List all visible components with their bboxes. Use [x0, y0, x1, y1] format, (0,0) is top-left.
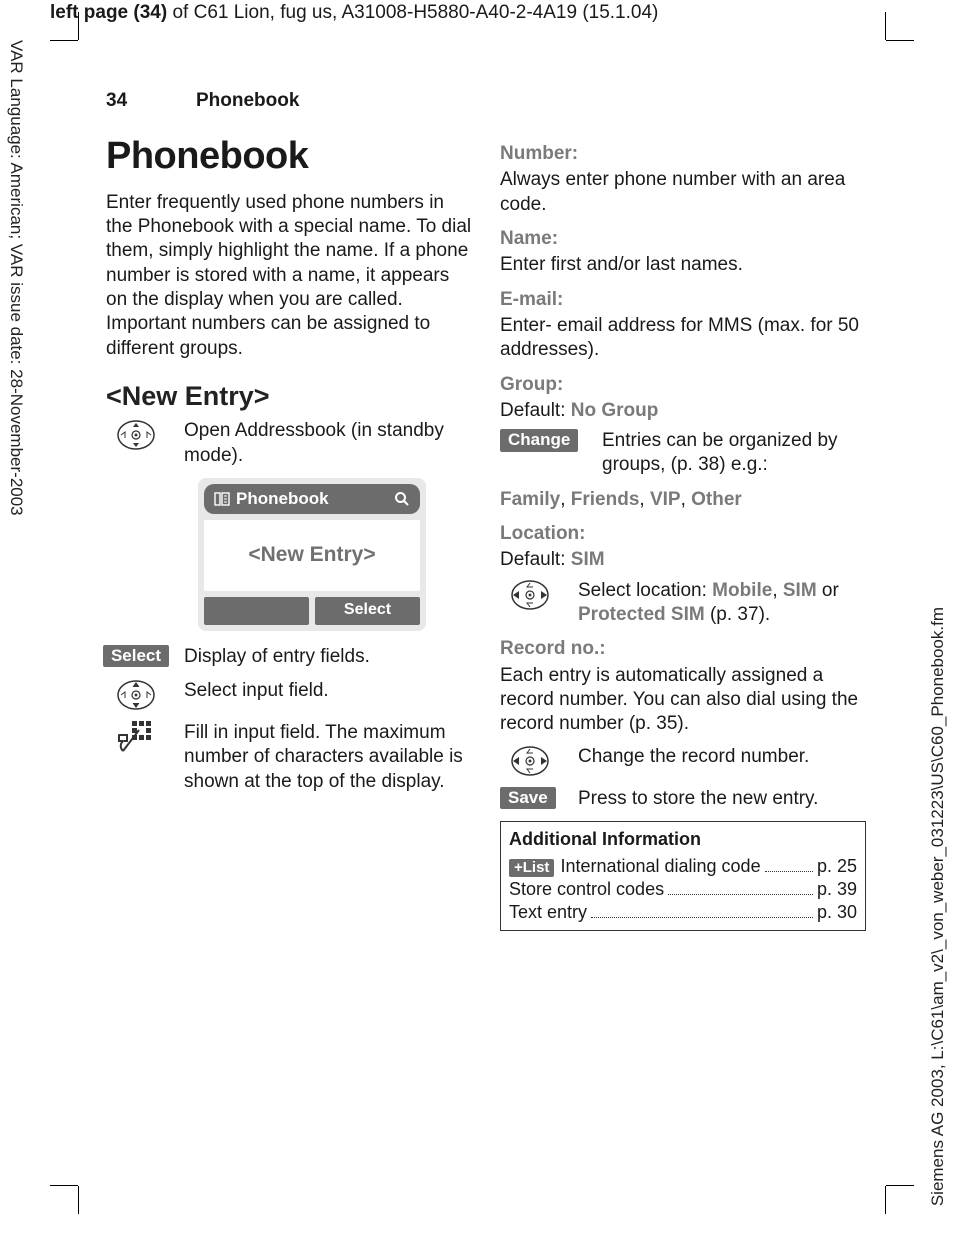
crop-mark	[885, 1186, 886, 1214]
search-icon	[394, 491, 410, 507]
leader-dots	[668, 894, 813, 895]
crop-mark	[50, 40, 78, 41]
group-friends: Friends	[571, 489, 640, 510]
side-note-left: VAR Language: American; VAR issue date: …	[6, 40, 26, 516]
phone-softkeys: . Select	[204, 597, 420, 625]
group-vip: VIP	[650, 489, 681, 510]
addbox-row-control: Store control codes p. 39	[509, 878, 857, 901]
step-text: Press to store the new entry.	[578, 787, 866, 811]
step-change: Change Entries can be organized by group…	[500, 429, 866, 478]
page-title: Phonebook	[106, 132, 472, 181]
row-page: p. 30	[817, 901, 857, 924]
groups-list: Family, Friends, VIP, Other	[500, 488, 866, 512]
loc-mobile: Mobile	[712, 580, 772, 601]
additional-info-box: Additional Information +List Internationa…	[500, 821, 866, 931]
top-meta-rest: of C61 Lion, fug us, A31008-H5880-A40-2-…	[167, 2, 658, 23]
navkey-icon	[106, 679, 166, 711]
heading-new-entry: <New Entry>	[106, 379, 472, 414]
crop-mark	[885, 12, 886, 40]
phone-title-text: Phonebook	[236, 488, 329, 510]
page-number: 34	[106, 90, 148, 112]
field-label-group: Group:	[500, 373, 866, 397]
top-meta: left page (34) of C61 Lion, fug us, A310…	[50, 2, 658, 24]
field-text-name: Enter first and/or last names.	[500, 253, 866, 277]
addbox-row-intl: +List International dialing code p. 25	[509, 855, 857, 878]
default-prefix: Default:	[500, 549, 571, 570]
list-chip: +List	[509, 859, 554, 877]
step-keypad: Fill in input field. The maximum number …	[106, 721, 472, 794]
field-label-location: Location:	[500, 522, 866, 546]
addbox-title: Additional Information	[509, 828, 857, 851]
step-text: Change the record number.	[578, 745, 866, 769]
step-text: Select location: Mobile, SIM or Protecte…	[578, 579, 866, 628]
navkey-icon	[500, 745, 560, 777]
top-meta-bold: left page (34)	[50, 2, 167, 23]
field-label-record: Record no.:	[500, 637, 866, 661]
crop-mark	[50, 1185, 78, 1186]
field-label-name: Name:	[500, 227, 866, 251]
crop-mark	[886, 40, 914, 41]
field-location-default: Default: SIM	[500, 548, 866, 572]
default-value: SIM	[571, 549, 605, 570]
navkey-icon	[106, 419, 166, 451]
default-prefix: Default:	[500, 400, 571, 421]
page: VAR Language: American; VAR issue date: …	[0, 0, 954, 1246]
change-chip: Change	[500, 429, 578, 452]
column-left: Phonebook Enter frequently used phone nu…	[106, 132, 472, 931]
default-value: No Group	[571, 400, 659, 421]
loc-protected-sim: Protected SIM	[578, 604, 705, 625]
step-text: Entries can be organized by groups, (p. …	[602, 429, 866, 478]
running-head: 34 Phonebook	[106, 90, 888, 114]
row-label: Store control codes	[509, 878, 664, 901]
keypad-icon	[106, 721, 166, 755]
field-text-email: Enter- email address for MMS (max. for 5…	[500, 314, 866, 363]
leader-dots	[765, 871, 813, 872]
row-label: Text entry	[509, 901, 587, 924]
loc-mid: or	[817, 580, 839, 601]
step-location-nav: Select location: Mobile, SIM or Protecte…	[500, 579, 866, 628]
loc-sim: SIM	[783, 580, 817, 601]
select-chip: Select	[103, 645, 169, 668]
step-select-input: Select input field.	[106, 679, 472, 711]
phone-titlebar: Phonebook	[204, 484, 420, 514]
softkey-right: Select	[315, 597, 420, 625]
softkey-left: .	[204, 597, 309, 625]
field-text-number: Always enter phone number with an area c…	[500, 168, 866, 217]
step-save: Save Press to store the new entry.	[500, 787, 866, 811]
loc-prefix: Select location:	[578, 580, 712, 601]
step-open-addressbook: Open Addressbook (in standby mode).	[106, 419, 472, 468]
phone-screen: Phonebook <New Entry> . Select	[198, 478, 426, 631]
step-record-nav: Change the record number.	[500, 745, 866, 777]
field-group-default: Default: No Group	[500, 399, 866, 423]
save-chip: Save	[500, 787, 556, 810]
step-text: Fill in input field. The maximum number …	[184, 721, 472, 794]
step-text: Display of entry fields.	[184, 645, 472, 669]
column-right: Number: Always enter phone number with a…	[500, 132, 866, 931]
leader-dots	[591, 917, 813, 918]
crop-mark	[886, 1185, 914, 1186]
field-label-number: Number:	[500, 142, 866, 166]
addbox-row-text-entry: Text entry p. 30	[509, 901, 857, 924]
side-note-right: Siemens AG 2003, L:\C61\am_v2\_von_weber…	[928, 607, 948, 1206]
row-page: p. 25	[817, 855, 857, 878]
field-label-email: E-mail:	[500, 288, 866, 312]
crop-mark	[78, 1186, 79, 1214]
content-area: 34 Phonebook Phonebook Enter frequently …	[106, 90, 888, 1186]
columns: Phonebook Enter frequently used phone nu…	[106, 132, 888, 931]
step-select: Select Display of entry fields.	[106, 645, 472, 669]
group-other: Other	[691, 489, 742, 510]
field-text-record: Each entry is automatically assigned a r…	[500, 664, 866, 737]
phone-body-text: <New Entry>	[204, 520, 420, 591]
step-text: Select input field.	[184, 679, 472, 703]
loc-suffix: (p. 37).	[705, 604, 770, 625]
phonebook-icon	[214, 491, 230, 507]
navkey-icon	[500, 579, 560, 611]
step-text: Open Addressbook (in standby mode).	[184, 419, 472, 468]
intro-paragraph: Enter frequently used phone numbers in t…	[106, 191, 472, 361]
row-page: p. 39	[817, 878, 857, 901]
group-family: Family	[500, 489, 560, 510]
row-label: International dialing code	[560, 856, 760, 876]
section-name: Phonebook	[196, 90, 299, 112]
